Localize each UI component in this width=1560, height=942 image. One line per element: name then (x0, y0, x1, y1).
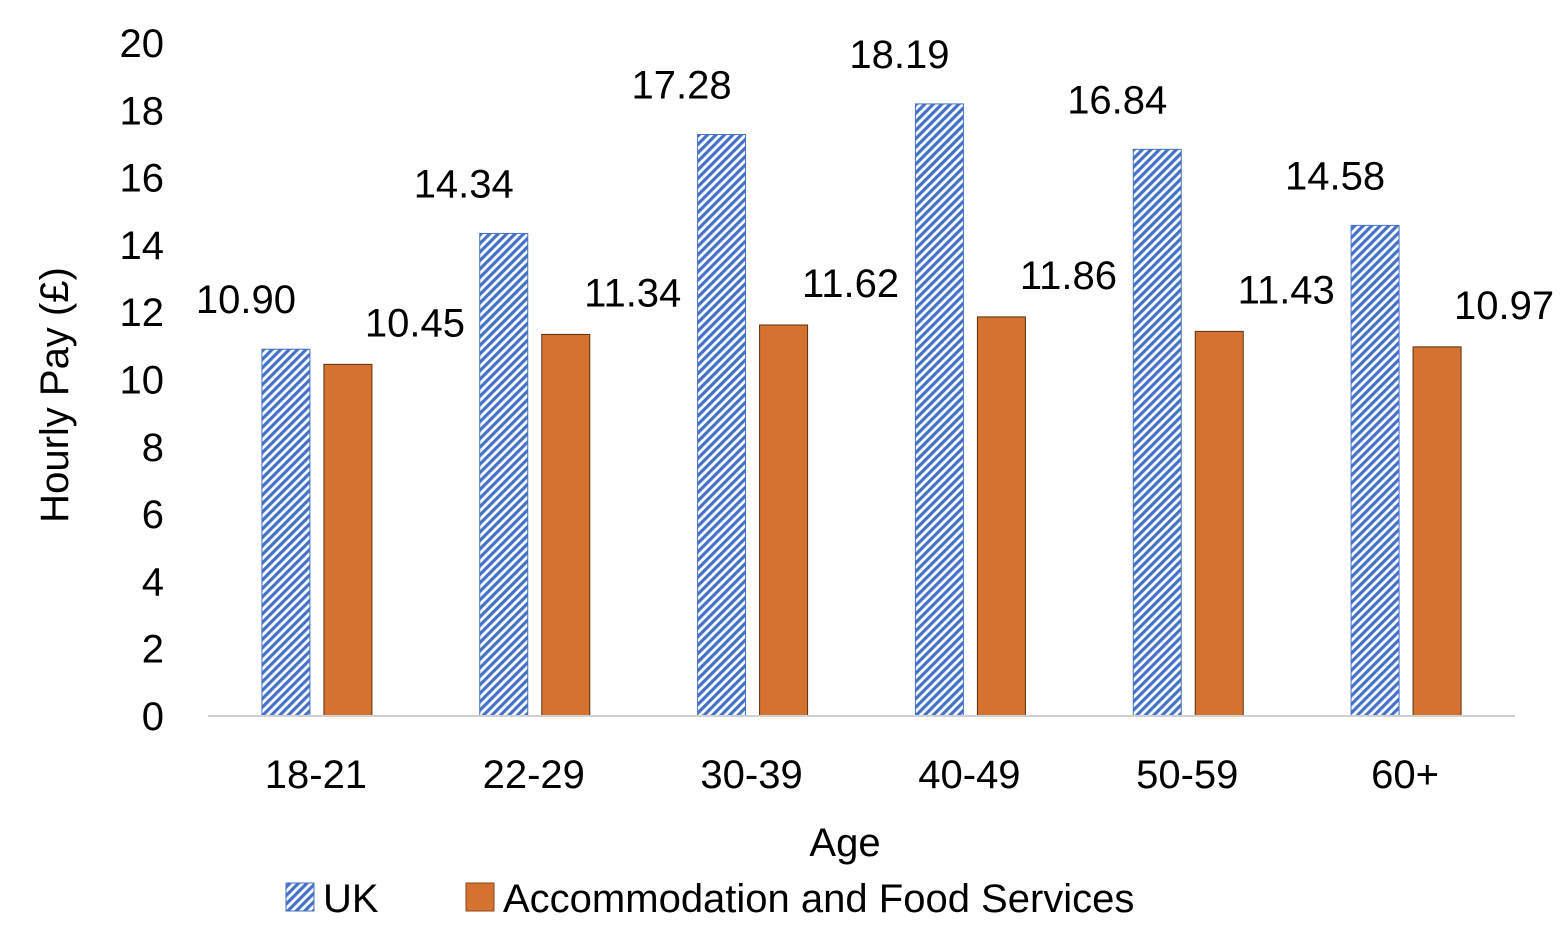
data-label-accommodation: 10.45 (365, 301, 465, 345)
bars (261, 103, 1462, 717)
data-labels: 10.90 10.45 14.34 11.34 17.28 11.62 18.19 11.86… (196, 33, 1554, 345)
data-label-uk: 18.19 (849, 33, 949, 77)
bar-accommodation (976, 316, 1026, 717)
y-tick-label: 2 (142, 628, 164, 672)
y-tick-label: 4 (142, 560, 164, 604)
bar-accommodation (1412, 346, 1462, 717)
legend-label-uk: UK (323, 877, 379, 921)
y-tick-label: 8 (142, 426, 164, 470)
data-label-accommodation: 11.86 (1020, 254, 1117, 298)
data-label-accommodation: 11.34 (584, 271, 681, 315)
bar-uk (914, 103, 964, 717)
y-axis-title: Hourly Pay (£) (33, 267, 77, 523)
bar-accommodation (759, 324, 809, 717)
y-tick-label: 0 (142, 695, 164, 739)
bar-uk (1132, 148, 1182, 717)
legend: UK Accommodation and Food Services (285, 877, 1134, 921)
y-tick-label: 16 (120, 157, 165, 201)
bar-uk (697, 134, 747, 717)
x-tick-label: 40-49 (918, 753, 1020, 797)
y-tick-label: 18 (120, 89, 165, 133)
x-tick-label: 18-21 (265, 753, 367, 797)
legend-swatch-accommodation (465, 882, 495, 912)
x-tick-label: 50-59 (1136, 753, 1238, 797)
data-label-uk: 14.34 (414, 162, 514, 206)
data-label-uk: 14.58 (1285, 154, 1385, 198)
x-tick-label: 30-39 (700, 753, 802, 797)
data-label-accommodation: 11.62 (802, 262, 899, 306)
bar-accommodation (323, 363, 373, 717)
data-label-uk: 16.84 (1067, 78, 1167, 122)
bar-uk (261, 348, 311, 717)
data-label-accommodation: 10.97 (1454, 284, 1554, 328)
y-tick-label: 12 (120, 291, 165, 335)
data-label-uk: 10.90 (196, 278, 296, 322)
bar-accommodation (541, 333, 591, 717)
y-axis-ticks: 0 2 4 6 8 10 12 14 16 18 20 (120, 22, 165, 739)
bar-uk (479, 232, 529, 717)
y-tick-label: 10 (120, 359, 165, 403)
bar-uk (1350, 224, 1400, 717)
x-tick-label: 60+ (1371, 753, 1439, 797)
y-tick-label: 14 (120, 224, 165, 268)
bar-accommodation (1194, 330, 1244, 717)
y-tick-label: 20 (120, 22, 165, 66)
legend-label-accommodation: Accommodation and Food Services (503, 877, 1134, 921)
x-axis-tick-labels: 18-21 22-29 30-39 40-49 50-59 60+ (265, 753, 1439, 797)
x-tick-label: 22-29 (483, 753, 585, 797)
data-label-accommodation: 11.43 (1238, 268, 1335, 312)
legend-swatch-uk (285, 882, 315, 912)
data-label-uk: 17.28 (632, 64, 732, 108)
y-tick-label: 6 (142, 493, 164, 537)
x-axis-title: Age (809, 821, 880, 865)
